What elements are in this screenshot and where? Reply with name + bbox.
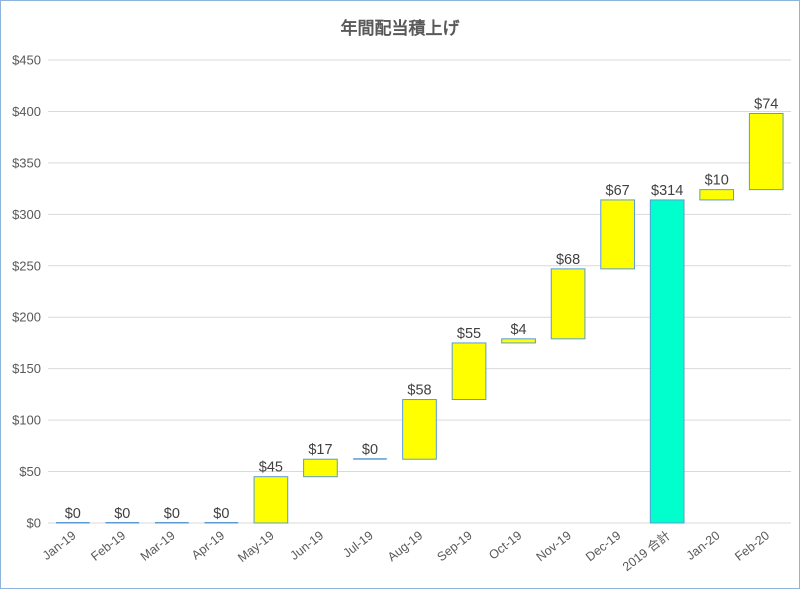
- increase-bar: [154, 522, 189, 524]
- increase-bar: [55, 522, 90, 524]
- data-label: $314: [651, 183, 683, 199]
- increase-bar: [402, 399, 437, 460]
- y-tick-label: $150: [12, 361, 41, 376]
- y-tick-label: $200: [12, 310, 41, 325]
- y-tick-label: $300: [12, 207, 41, 222]
- x-tick-label: Apr-19: [189, 528, 227, 562]
- data-label: $74: [754, 97, 778, 113]
- data-label: $58: [407, 383, 431, 399]
- x-tick-label: Feb-19: [88, 528, 128, 563]
- x-tick-label: Jan-19: [40, 528, 79, 563]
- x-tick-label: Mar-19: [138, 528, 178, 563]
- bars: [55, 113, 784, 524]
- x-tick-label: Feb-20: [732, 528, 772, 563]
- x-axis-tick-labels: Jan-19 Feb-19 Mar-19 Apr-19 May-19 Jun-19 Jul-…: [40, 528, 772, 574]
- y-tick-label: $50: [19, 464, 41, 479]
- data-label: $0: [164, 506, 180, 522]
- x-tick-label: Aug-19: [385, 528, 425, 564]
- x-tick-label: Sep-19: [434, 528, 474, 564]
- y-tick-label: $250: [12, 258, 41, 273]
- increase-bar: [748, 113, 784, 191]
- y-tick-label: $100: [12, 413, 41, 428]
- data-label: $68: [556, 252, 580, 268]
- x-tick-label: Dec-19: [583, 528, 623, 564]
- increase-bar: [451, 342, 487, 401]
- x-tick-label: 2019 合計: [619, 528, 673, 574]
- y-tick-label: $400: [12, 104, 41, 119]
- data-label: $0: [362, 442, 378, 458]
- x-tick-label: Jul-19: [340, 528, 375, 560]
- data-label: $0: [213, 506, 229, 522]
- y-axis-tick-labels: $0 $50 $100 $150 $200 $250 $300 $350 $400 $450: [12, 53, 41, 531]
- x-tick-label: Oct-19: [486, 528, 524, 562]
- x-tick-label: May-19: [235, 528, 277, 565]
- y-tick-label: $0: [27, 516, 41, 531]
- data-label: $55: [457, 326, 481, 342]
- chart-title: 年間配当積上げ: [341, 18, 461, 39]
- increase-bar: [501, 338, 536, 344]
- increase-bar: [600, 199, 635, 270]
- data-label: $45: [259, 460, 283, 476]
- data-label: $4: [510, 322, 526, 338]
- x-tick-label: Jan-20: [684, 528, 723, 563]
- data-label: $0: [114, 506, 130, 522]
- increase-bar: [353, 458, 387, 460]
- x-tick-label: Jun-19: [288, 528, 327, 563]
- y-tick-label: $350: [12, 155, 41, 170]
- increase-bar: [303, 458, 338, 478]
- data-labels: $0 $0 $0 $0 $45 $17 $0 $58 $55 $4 $68 $67 $314 $10 $74: [65, 97, 779, 522]
- data-label: $10: [705, 173, 729, 189]
- x-tick-label: Nov-19: [534, 528, 574, 564]
- increase-bar: [699, 189, 735, 201]
- data-label: $0: [65, 506, 81, 522]
- total-bar: [649, 199, 685, 524]
- increase-bar: [253, 476, 289, 524]
- data-label: $67: [606, 183, 630, 199]
- y-tick-label: $450: [12, 53, 41, 68]
- gridlines: [48, 59, 791, 524]
- increase-bar: [204, 522, 239, 524]
- increase-bar: [105, 522, 140, 524]
- increase-bar: [550, 268, 586, 340]
- data-label: $17: [308, 442, 332, 458]
